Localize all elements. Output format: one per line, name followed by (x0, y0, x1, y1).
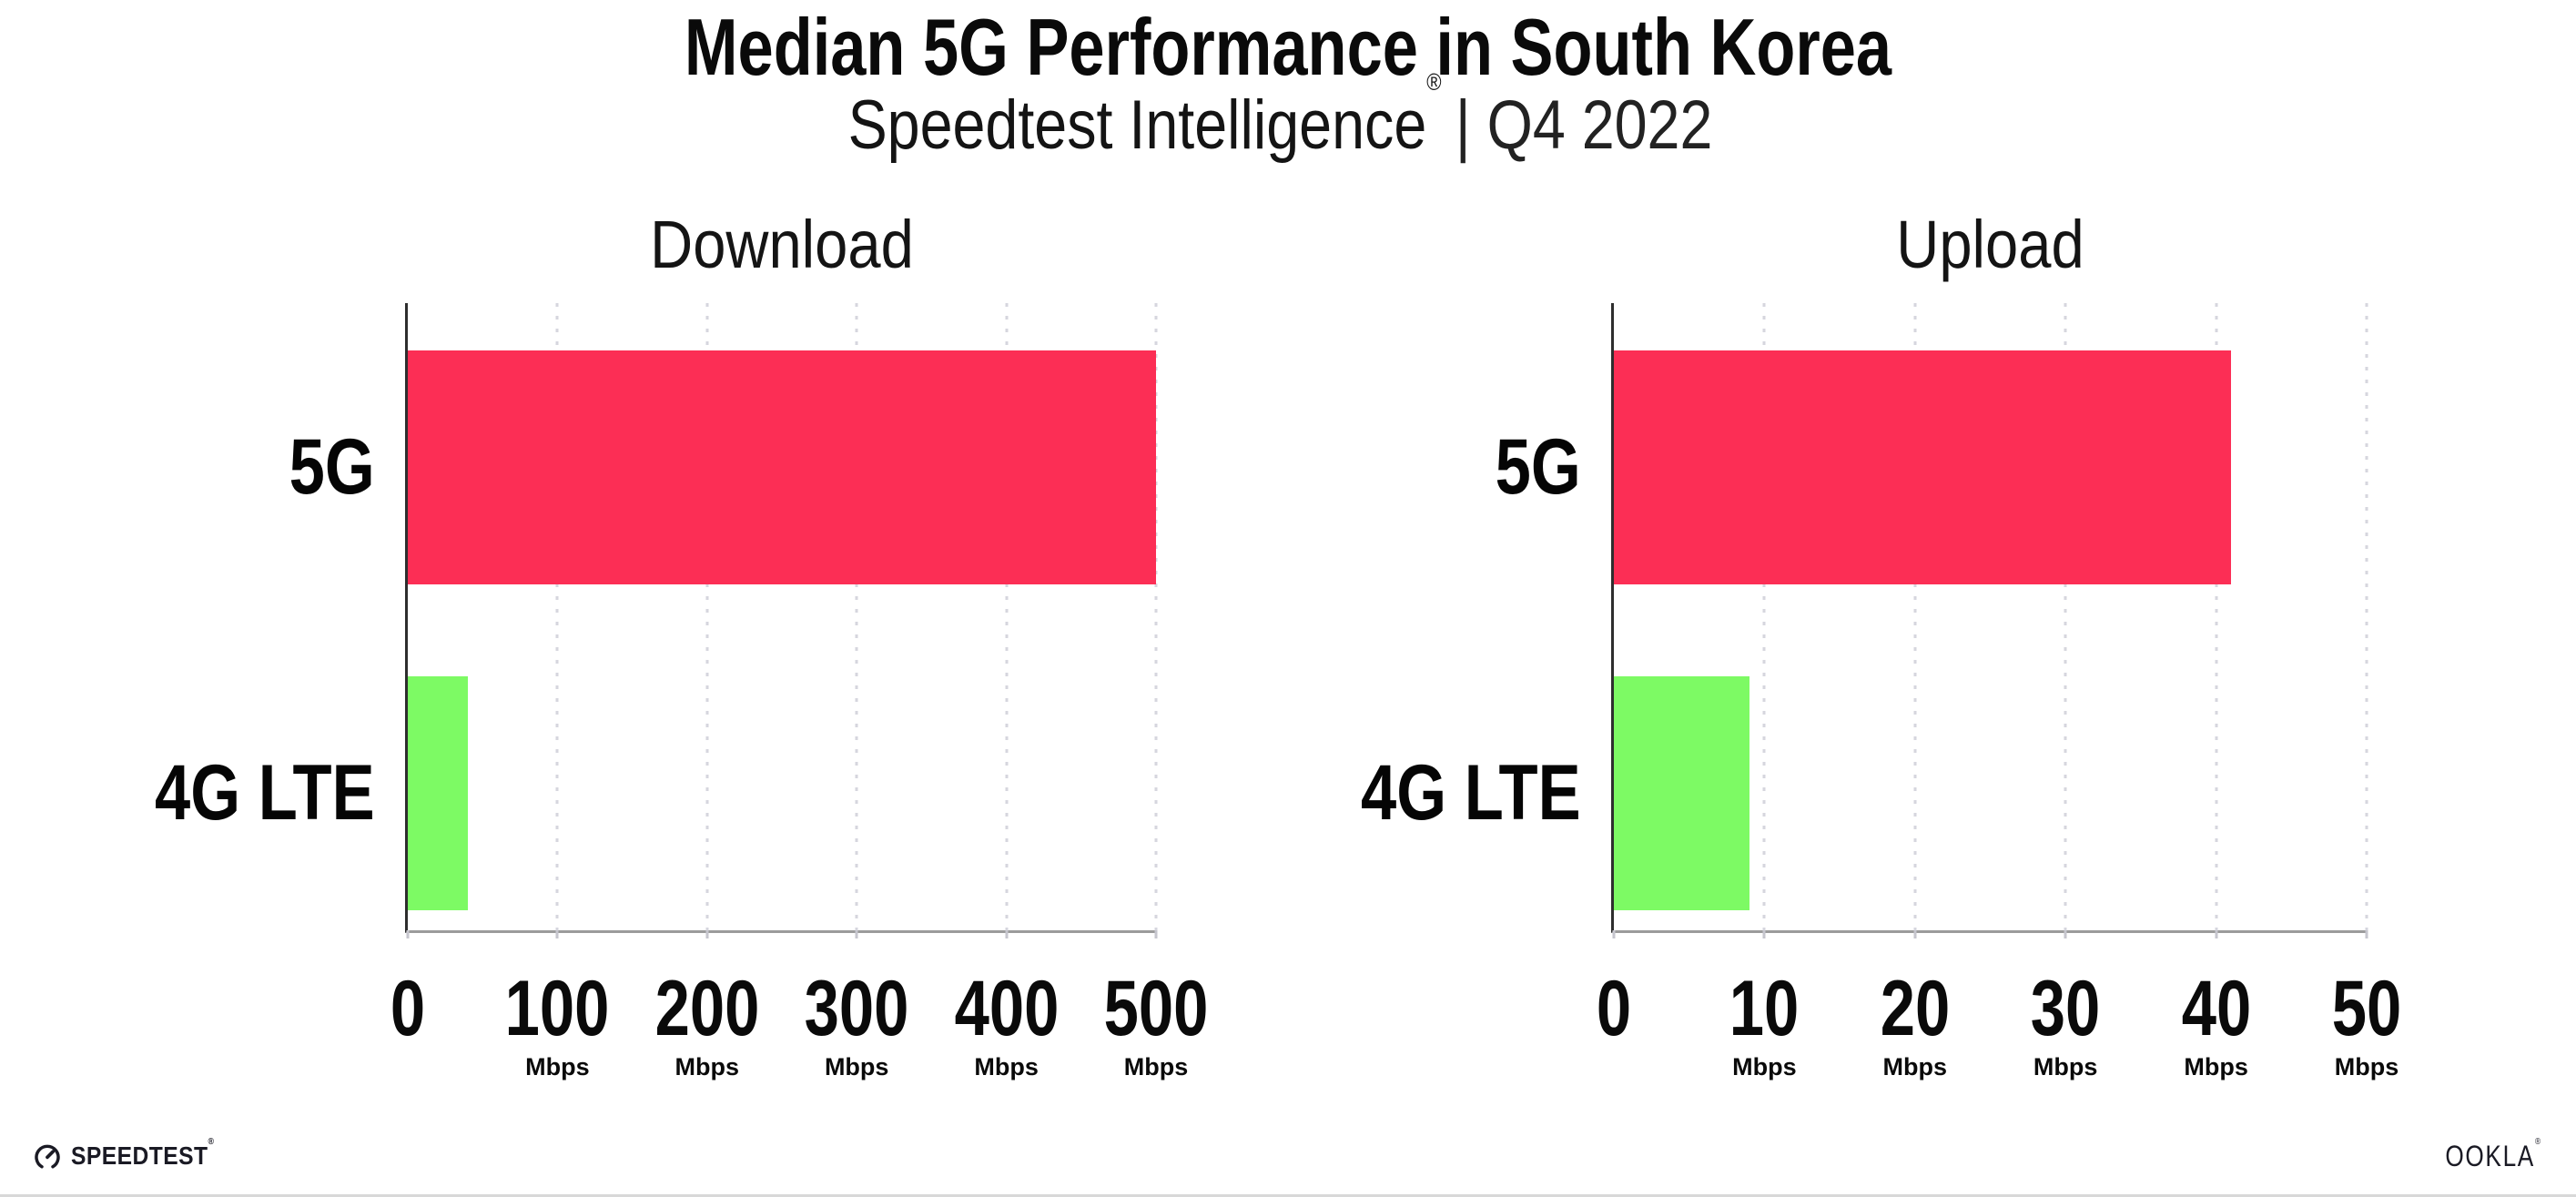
x-axis-tick-mark (2215, 930, 2218, 938)
x-tick-label: 20 Mbps (1880, 965, 1951, 1080)
gridline (2215, 303, 2218, 930)
gridline (1005, 303, 1009, 930)
download-chart-title: Download (650, 207, 914, 282)
x-tick-label: 40 Mbps (2181, 965, 2251, 1080)
gridline (1913, 303, 1917, 930)
x-axis-tick-mark (1913, 930, 1917, 938)
registered-mark-icon: ® (1426, 67, 1442, 96)
x-axis-tick-mark (406, 930, 410, 938)
gridline (555, 303, 559, 930)
download-chart-plot-area: Download 0 100 Mbps 200 Mbps 300 Mbps 400 Mbps 50… (155, 207, 1208, 1079)
x-axis-tick-mark (1005, 930, 1009, 938)
bar-5g (1614, 350, 2232, 584)
speedtest-wordmark: SPEEDTEST® (71, 1136, 215, 1170)
x-tick-label: 100 Mbps (504, 965, 610, 1080)
x-axis-tick-mark (2365, 930, 2368, 938)
bar-5g (408, 350, 1156, 584)
page-subtitle: Speedtest Intelligence®| Q4 2022 (193, 70, 2383, 160)
x-tick-label: 200 Mbps (654, 965, 760, 1080)
x-tick-label: 10 Mbps (1729, 965, 1800, 1080)
bar-4g-lte (1614, 675, 1749, 910)
subtitle-rest: | Q4 2022 (1455, 86, 1713, 164)
x-tick-label: 300 Mbps (804, 965, 909, 1080)
x-axis-tick-mark (1762, 930, 1766, 938)
bar-4g-lte (408, 675, 468, 910)
category-label-4g-lte: 4G LTE (1361, 748, 1581, 837)
ookla-wordmark: OOKLA® (2445, 1136, 2542, 1172)
upload-chart-plot-area: Upload 0 10 Mbps 20 Mbps 30 Mbps 40 Mbps 50 Mbps 5G… (1361, 207, 2401, 1079)
x-tick-label: 0 (1596, 965, 1632, 1052)
gridline (855, 303, 858, 930)
speedtest-logo: SPEEDTEST® (33, 1136, 234, 1176)
x-axis-tick-mark (855, 930, 858, 938)
x-axis-tick-mark (555, 930, 559, 938)
subtitle-brand: Speedtest Intelligence (847, 86, 1427, 164)
category-label-5g: 5G (289, 422, 375, 511)
gridline (2365, 303, 2368, 930)
gridline (705, 303, 709, 930)
category-label-5g: 5G (1495, 422, 1581, 511)
speedtest-registered-mark-icon: ® (208, 1136, 215, 1147)
ookla-registered-mark-icon: ® (2535, 1136, 2542, 1147)
x-tick-label: 0 (390, 965, 426, 1052)
page-title: Median 5G Performance in South Korea (684, 2, 1892, 92)
x-tick-label: 50 Mbps (2331, 965, 2402, 1080)
gridline (2064, 303, 2067, 930)
x-tick-label: 500 Mbps (1103, 965, 1209, 1080)
x-axis-tick-mark (1154, 930, 1158, 938)
speedtest-gauge-icon (35, 1144, 60, 1169)
x-axis-tick-mark (2064, 930, 2067, 938)
x-tick-label: 30 Mbps (2030, 965, 2101, 1080)
x-tick-label: 400 Mbps (954, 965, 1059, 1080)
x-axis-tick-mark (705, 930, 709, 938)
gridline (1762, 303, 1766, 930)
ookla-logo: OOKLA® (2424, 1136, 2542, 1172)
gridline (1154, 303, 1158, 930)
upload-chart-title: Upload (1896, 207, 2084, 282)
x-axis-tick-mark (1612, 930, 1616, 938)
category-label-4g-lte: 4G LTE (155, 748, 375, 837)
